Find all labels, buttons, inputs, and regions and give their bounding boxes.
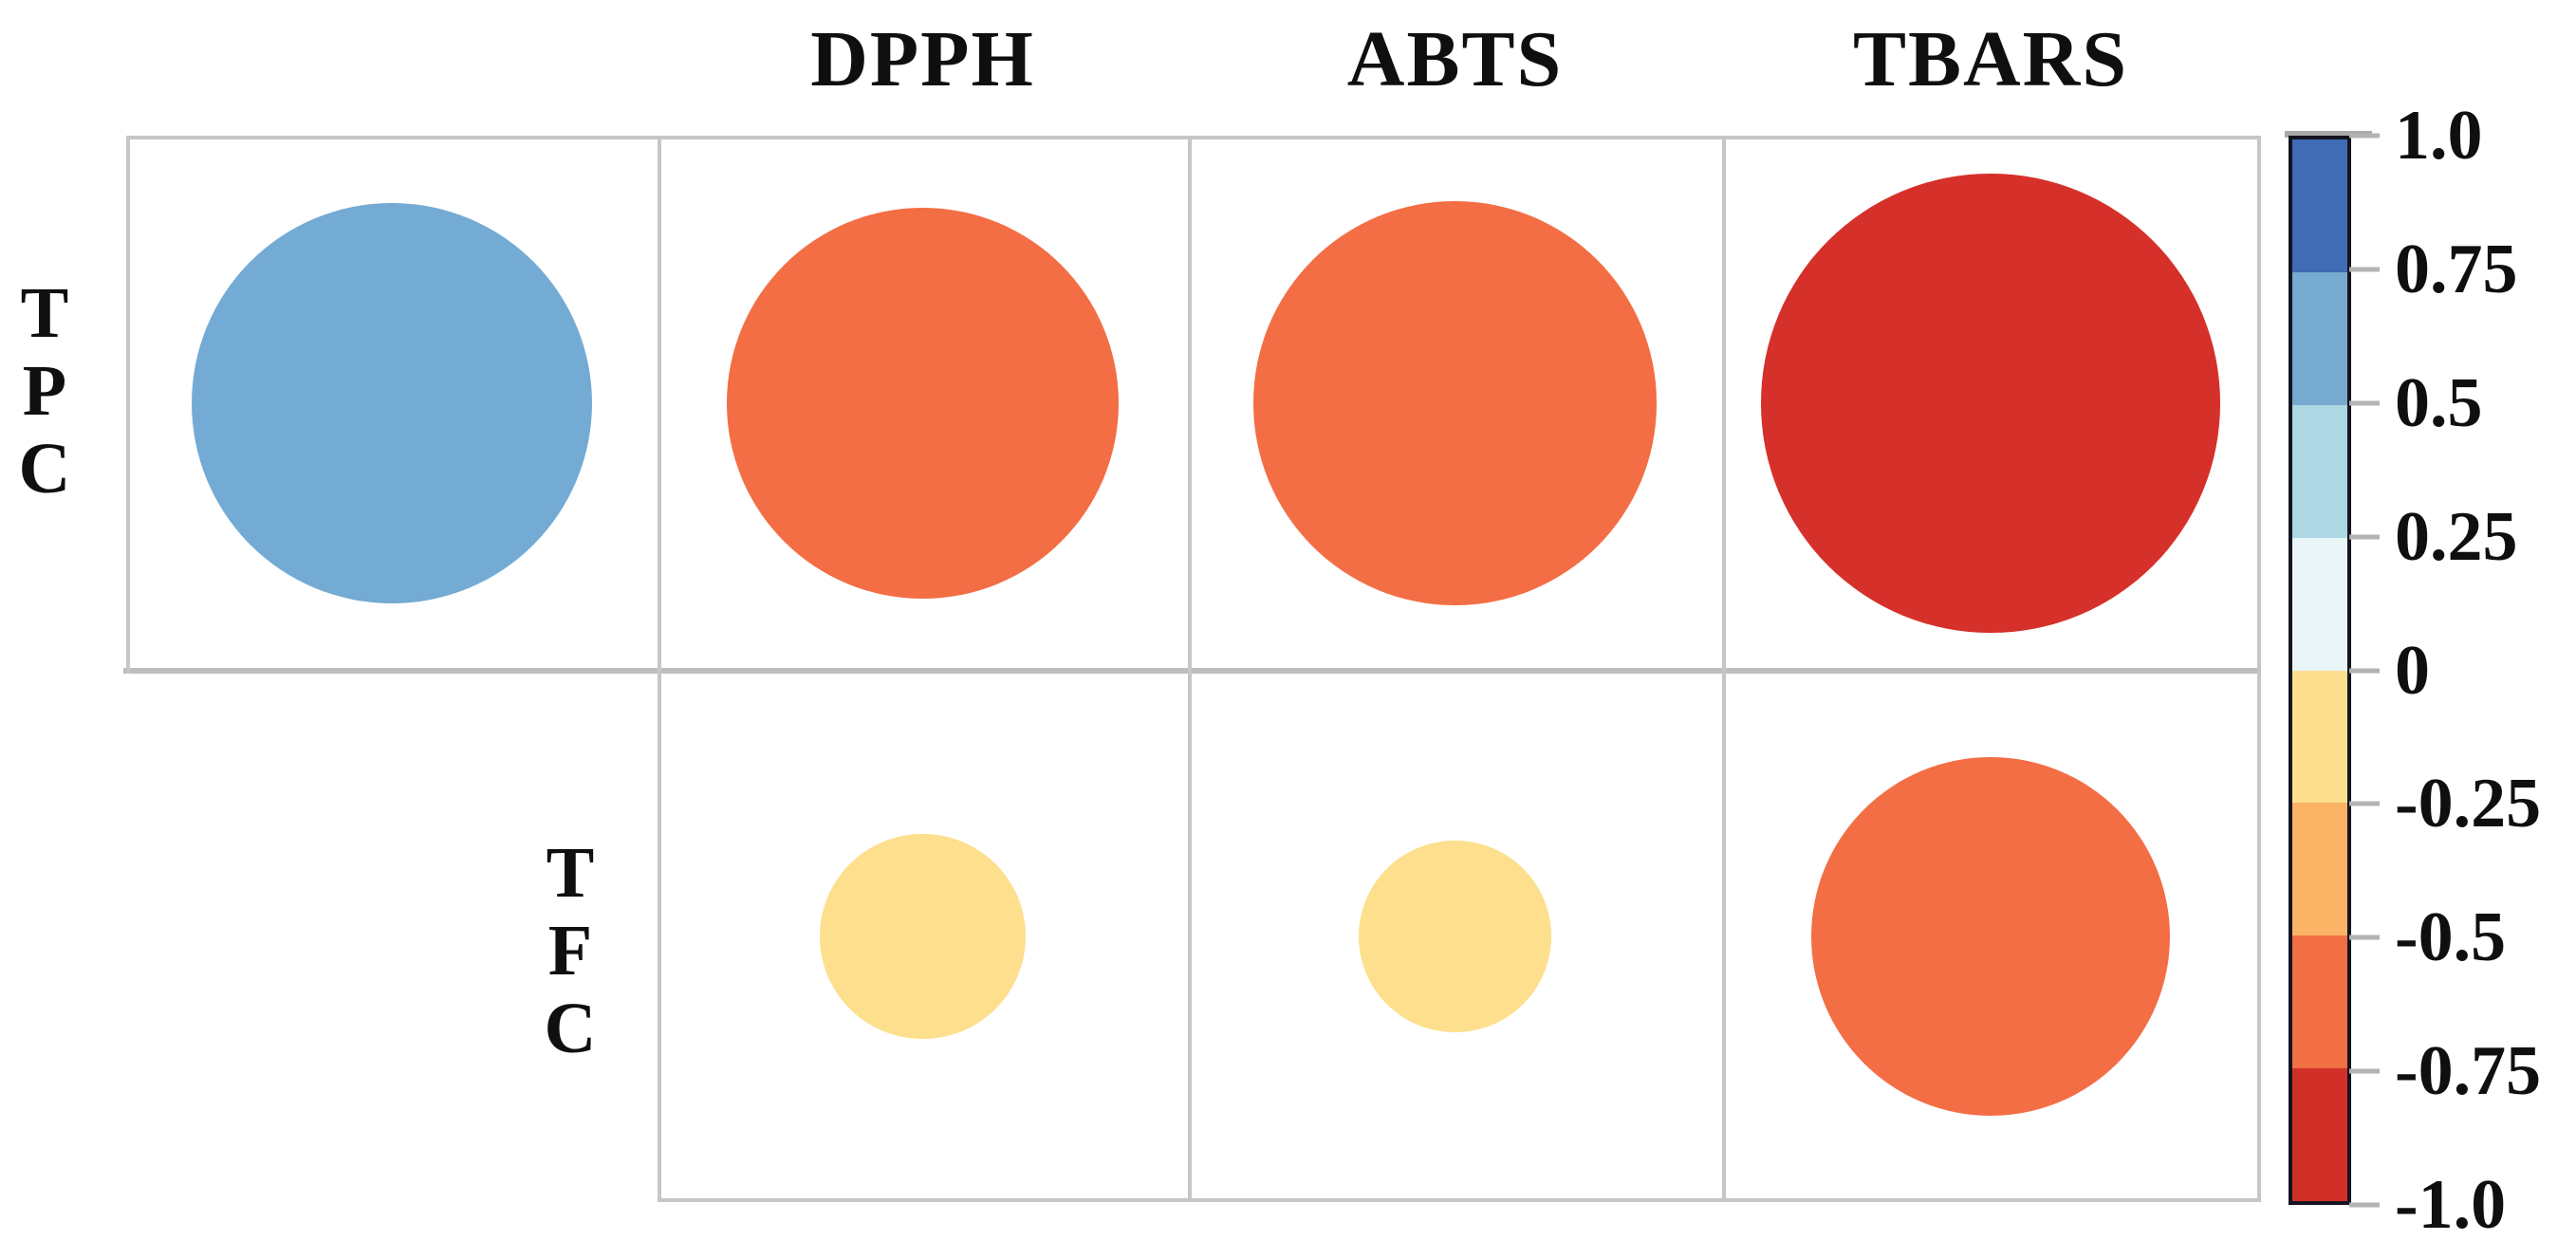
colorbar-segment-0 bbox=[2292, 139, 2347, 272]
colorbar-tick-label: -1.0 bbox=[2395, 1166, 2507, 1244]
colorbar-tick-label: 0 bbox=[2395, 631, 2430, 710]
correlation-circle-tfc-abts bbox=[1359, 840, 1551, 1033]
colorbar-tick-label: -0.5 bbox=[2395, 898, 2507, 977]
correlation-circle-tfc-dpph bbox=[820, 833, 1026, 1040]
grid-line-bottom bbox=[658, 1198, 2259, 1202]
grid-line-top bbox=[126, 136, 2259, 139]
column-header-abts: ABTS bbox=[1346, 15, 1564, 103]
row-label-tpc: T P C bbox=[18, 273, 71, 509]
colorbar-tick bbox=[2349, 668, 2380, 673]
colorbar-tick-label: -0.75 bbox=[2395, 1032, 2542, 1111]
colorbar-segment-7 bbox=[2292, 1068, 2347, 1201]
colorbar-tick bbox=[2349, 801, 2380, 806]
colorbar-segment-2 bbox=[2292, 404, 2347, 538]
colorbar-tick-label: 0.25 bbox=[2395, 497, 2518, 576]
colorbar-segment-4 bbox=[2292, 670, 2347, 804]
grid-line-col-3 bbox=[1722, 136, 1726, 1202]
correlation-circle-tpc-abts bbox=[1252, 201, 1658, 605]
colorbar-segment-3 bbox=[2292, 537, 2347, 671]
colorbar-tick-label: 1.0 bbox=[2395, 97, 2483, 175]
colorbar-tick bbox=[2349, 400, 2380, 406]
column-header-tbars: TBARS bbox=[1852, 15, 2129, 103]
colorbar-tick bbox=[2349, 133, 2380, 139]
colorbar-segment-6 bbox=[2292, 935, 2347, 1069]
correlation-circle-tpc-dpph bbox=[727, 207, 1119, 600]
colorbar-tick bbox=[2349, 1068, 2380, 1074]
colorbar bbox=[2289, 136, 2351, 1205]
colorbar-tick-label: 0.75 bbox=[2395, 230, 2518, 308]
correlation-circle-tfc-tbars bbox=[1811, 757, 2170, 1116]
correlation-circle-tpc-tbars bbox=[1761, 174, 2220, 633]
colorbar-tick bbox=[2349, 534, 2380, 540]
row-label-tfc: T F C bbox=[544, 833, 597, 1068]
column-header-dpph: DPPH bbox=[810, 15, 1035, 103]
grid-line-right bbox=[2257, 136, 2261, 1202]
colorbar-tick-label: -0.25 bbox=[2395, 765, 2542, 843]
colorbar-segment-5 bbox=[2292, 803, 2347, 936]
grid-line-col-2 bbox=[1188, 136, 1192, 1202]
grid-line-row-divider bbox=[123, 668, 2261, 674]
colorbar-tick bbox=[2349, 935, 2380, 940]
grid-line-left bbox=[126, 136, 130, 674]
colorbar-tick-label: 0.5 bbox=[2395, 363, 2483, 442]
colorbar-top-cap bbox=[2285, 131, 2372, 138]
colorbar-tick bbox=[2349, 1202, 2380, 1208]
correlation-circle-tpc-col0 bbox=[191, 202, 593, 604]
colorbar-tick bbox=[2349, 267, 2380, 272]
grid-line-col-1 bbox=[658, 136, 661, 1202]
colorbar-segment-1 bbox=[2292, 271, 2347, 405]
